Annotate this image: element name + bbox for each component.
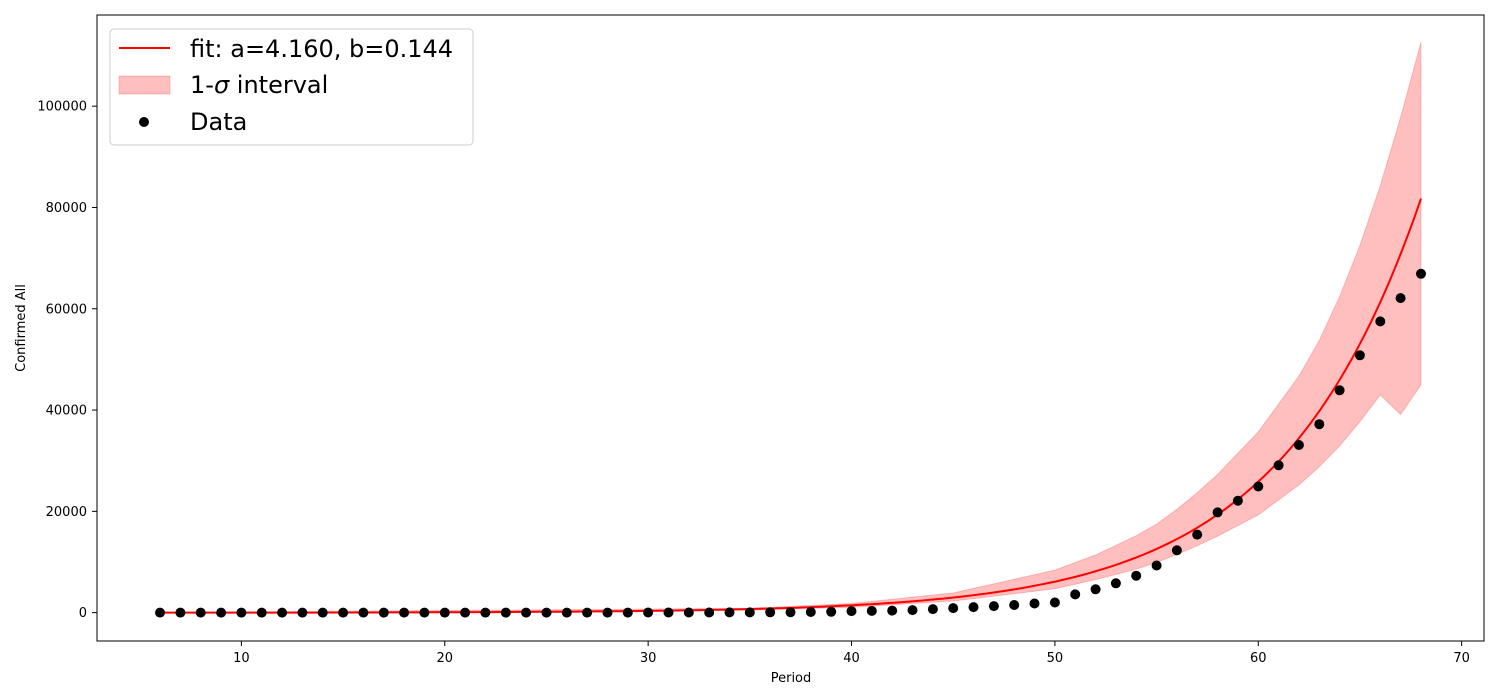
data-point (1253, 481, 1264, 492)
x-tick-label: 50 (1047, 651, 1064, 666)
data-point (175, 607, 186, 618)
legend-interval-label: 1-σ interval (190, 71, 328, 99)
data-point (1131, 570, 1142, 581)
data-point (521, 607, 532, 618)
data-point (317, 607, 328, 618)
data-point (1354, 350, 1365, 361)
data-point (805, 607, 816, 617)
data-point (338, 607, 349, 618)
data-point (988, 601, 999, 612)
data-point (256, 607, 267, 618)
plot-frame (96, 14, 1485, 642)
data-point (948, 603, 959, 614)
interval-band-layer (159, 42, 1422, 614)
data-point (561, 607, 572, 618)
data-point (1314, 419, 1325, 430)
data-point (866, 605, 877, 616)
data-point (1110, 578, 1121, 589)
legend-interval-swatch (118, 75, 171, 95)
data-point (1273, 460, 1284, 471)
data-point (277, 607, 288, 618)
data-point (155, 607, 165, 618)
data-point (907, 605, 918, 616)
data-point (704, 607, 715, 618)
legend-interval-symbol: σ (214, 71, 230, 99)
data-point (622, 607, 633, 618)
data-point (297, 607, 308, 618)
data-point (216, 607, 227, 618)
x-tick-label: 20 (436, 651, 453, 666)
legend-box (109, 28, 474, 146)
y-tick-label: 80000 (46, 201, 87, 216)
data-point (1009, 600, 1020, 610)
data-point (968, 602, 979, 613)
data-point (1029, 598, 1040, 609)
y-tick-label: 20000 (46, 505, 87, 520)
data-point (460, 607, 471, 618)
data-point (541, 607, 552, 618)
data-point (927, 604, 938, 615)
data-point (582, 607, 593, 618)
y-axis-ticks: 0 20000 40000 60000 80000 100000 (37, 100, 97, 621)
data-point (1395, 293, 1406, 304)
data-point (1192, 529, 1203, 540)
data-point (1070, 589, 1081, 600)
data-point (1375, 316, 1386, 327)
y-axis-label: Confirmed All (14, 284, 29, 372)
x-axis-label: Period (771, 671, 812, 686)
data-point (399, 607, 410, 618)
data-point (1171, 545, 1182, 556)
interval-band (159, 42, 1422, 614)
data-point (724, 607, 735, 618)
data-point (1090, 584, 1101, 595)
data-point (195, 607, 206, 618)
data-point (358, 607, 369, 618)
legend-data-label: Data (190, 108, 247, 136)
legend: fit: a=4.160, b=0.144 1-σ interval Data (109, 28, 474, 146)
data-point (744, 607, 755, 618)
y-tick-label: 0 (79, 606, 87, 621)
legend-interval-suffix: interval (229, 71, 328, 99)
data-point (1232, 495, 1243, 506)
data-point (887, 605, 898, 616)
data-point (1049, 597, 1060, 608)
data-point (378, 607, 389, 618)
data-point (236, 607, 247, 618)
data-point (500, 607, 511, 618)
y-tick-label: 40000 (46, 404, 87, 419)
data-points-layer (155, 268, 1426, 618)
data-point (1334, 385, 1345, 396)
legend-data-marker (139, 117, 149, 127)
data-point (683, 607, 694, 618)
data-point (602, 607, 613, 618)
data-point (643, 607, 654, 618)
data-point (1293, 440, 1304, 450)
legend-interval-prefix: 1- (190, 71, 214, 99)
x-tick-label: 60 (1250, 651, 1267, 666)
data-point (846, 606, 857, 617)
data-point (419, 607, 430, 618)
data-point (826, 606, 837, 617)
legend-fit-label: fit: a=4.160, b=0.144 (190, 35, 453, 63)
data-point (765, 607, 776, 618)
data-point (663, 607, 674, 618)
x-tick-label: 70 (1453, 651, 1470, 666)
data-point (480, 607, 491, 618)
data-point (1416, 268, 1426, 279)
y-tick-label: 100000 (37, 100, 87, 115)
x-tick-label: 40 (843, 651, 860, 666)
data-point (439, 607, 450, 618)
x-tick-label: 30 (640, 651, 657, 666)
data-point (1151, 560, 1162, 571)
data-point (1212, 507, 1223, 518)
x-tick-label: 10 (233, 651, 250, 666)
x-axis-ticks: 10 20 30 40 50 60 70 (233, 641, 1470, 666)
y-tick-label: 60000 (46, 302, 87, 317)
data-point (785, 607, 796, 618)
